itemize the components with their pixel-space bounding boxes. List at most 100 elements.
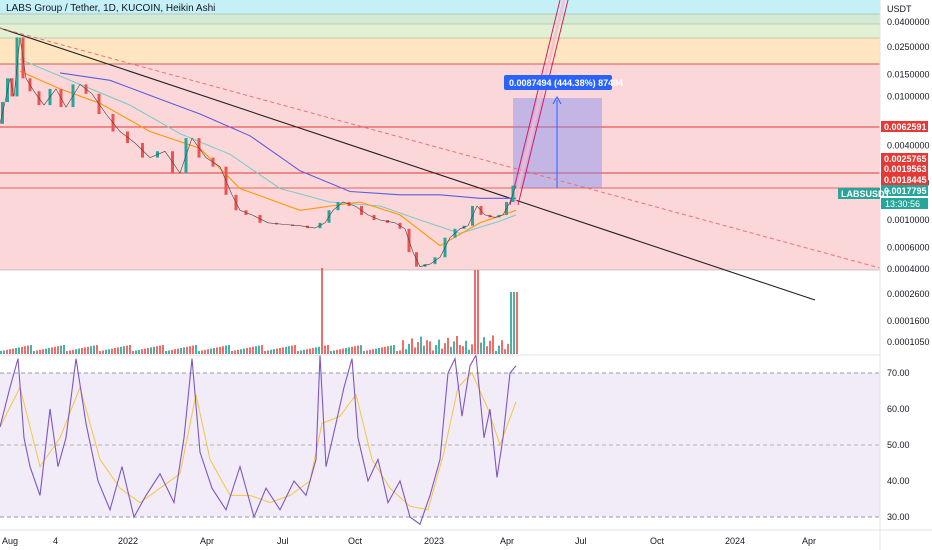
volume-tick-2: 0.0001050 bbox=[887, 337, 930, 347]
price-tag-bg-2 bbox=[881, 163, 928, 174]
volume-bar-34 bbox=[102, 350, 104, 354]
volume-bar-113 bbox=[339, 349, 341, 354]
volume-bar-28 bbox=[84, 347, 86, 354]
volume-bar-1 bbox=[3, 350, 5, 354]
x-tick-3: Apr bbox=[200, 536, 214, 546]
x-tick-2: 2022 bbox=[118, 536, 138, 546]
volume-bar-6 bbox=[18, 347, 20, 354]
volume-bar-99 bbox=[297, 351, 299, 354]
measure-label-box bbox=[504, 75, 612, 90]
volume-bar-133 bbox=[399, 350, 401, 354]
volume-bar-23 bbox=[69, 350, 71, 354]
volume-bar-45 bbox=[135, 350, 137, 354]
volume-bar-111 bbox=[333, 350, 335, 354]
volume-bar-35 bbox=[105, 349, 107, 354]
volume-bar-92 bbox=[276, 348, 278, 354]
volume-bar-126 bbox=[378, 348, 380, 354]
rsi-tick-2: 50.00 bbox=[887, 440, 910, 450]
channel-line-1[interactable] bbox=[509, 0, 561, 206]
volume-pane[interactable] bbox=[0, 268, 518, 354]
volume-bar-159 bbox=[477, 270, 479, 354]
volume-bar-124 bbox=[372, 349, 374, 354]
volume-bar-30 bbox=[90, 346, 92, 354]
volume-bar-122 bbox=[366, 350, 368, 354]
volume-bar-96 bbox=[288, 346, 290, 354]
volume-bar-41 bbox=[123, 346, 125, 354]
volume-bar-150 bbox=[450, 346, 452, 354]
volume-bar-29 bbox=[87, 346, 89, 354]
x-tick-11: Apr bbox=[802, 536, 816, 546]
volume-bar-132 bbox=[396, 351, 398, 354]
volume-bar-38 bbox=[114, 348, 116, 354]
volume-bar-162 bbox=[486, 346, 488, 354]
volume-bar-27 bbox=[81, 348, 83, 354]
trendline-solid[interactable] bbox=[0, 27, 816, 301]
volume-bar-119 bbox=[357, 345, 359, 354]
volume-bar-90 bbox=[270, 349, 272, 354]
x-tick-10: 2024 bbox=[725, 536, 745, 546]
volume-bar-160 bbox=[480, 342, 482, 354]
price-tick-2: 0.0150000 bbox=[887, 70, 930, 80]
ma-orange-line bbox=[19, 70, 517, 247]
x-tick-6: 2023 bbox=[424, 536, 444, 546]
volume-bar-83 bbox=[249, 347, 251, 354]
volume-bar-81 bbox=[243, 348, 245, 354]
volume-bar-112 bbox=[336, 349, 338, 354]
volume-bar-21 bbox=[63, 345, 65, 354]
volume-bar-75 bbox=[225, 345, 227, 354]
ma-teal-line bbox=[19, 58, 517, 234]
price-tick-4: 0.0040000 bbox=[887, 141, 930, 151]
channel-line-2[interactable] bbox=[517, 0, 569, 206]
rsi-band bbox=[0, 373, 880, 517]
volume-bar-114 bbox=[342, 348, 344, 354]
volume-bar-73 bbox=[219, 346, 221, 354]
volume-bar-69 bbox=[207, 349, 209, 354]
time-axis[interactable]: Aug 4 2022 Apr Jul Oct 2023 Apr Jul Oct 2024 Apr bbox=[2, 536, 816, 546]
volume-bar-131 bbox=[393, 345, 395, 354]
volume-bar-153 bbox=[459, 345, 461, 354]
symbol-tag-label: LABSUSDT bbox=[841, 189, 891, 199]
price-tick-6: 0.0010000 bbox=[887, 215, 930, 225]
volume-bar-56 bbox=[168, 350, 170, 354]
trendline-dashed[interactable] bbox=[0, 27, 881, 269]
volume-bar-142 bbox=[426, 340, 428, 354]
volume-bar-25 bbox=[75, 349, 77, 354]
volume-bar-154 bbox=[462, 346, 464, 354]
volume-bar-10 bbox=[30, 345, 32, 354]
volume-bar-18 bbox=[54, 346, 56, 354]
volume-bar-108 bbox=[324, 345, 326, 354]
price-tag-3: 0.0018445 bbox=[884, 175, 927, 185]
symbol-tag[interactable] bbox=[838, 188, 880, 199]
volume-bar-134 bbox=[402, 340, 404, 354]
volume-bar-146 bbox=[438, 339, 440, 354]
volume-bar-84 bbox=[252, 346, 254, 354]
volume-bar-57 bbox=[171, 349, 173, 354]
ma-blue-line bbox=[59, 72, 516, 199]
volume-bar-106 bbox=[318, 346, 320, 354]
volume-bar-135 bbox=[405, 349, 407, 354]
volume-bar-143 bbox=[429, 341, 431, 354]
volume-bar-76 bbox=[228, 345, 230, 354]
volume-bar-110 bbox=[330, 351, 332, 354]
volume-bar-169 bbox=[507, 343, 509, 354]
volume-bar-128 bbox=[384, 346, 386, 354]
price-axis[interactable]: USDT 0.0400000 0.0250000 0.0150000 0.010000… bbox=[838, 4, 930, 522]
volume-bar-118 bbox=[354, 346, 356, 354]
volume-bar-49 bbox=[147, 348, 149, 354]
price-tag-bg-4 bbox=[881, 185, 928, 196]
volume-bar-89 bbox=[267, 350, 269, 354]
x-tick-9: Oct bbox=[650, 536, 665, 546]
rsi-tick-4: 30.00 bbox=[887, 512, 910, 522]
volume-tick-1: 0.0001600 bbox=[887, 316, 930, 326]
volume-bar-152 bbox=[456, 336, 458, 354]
volume-bar-68 bbox=[204, 349, 206, 354]
volume-bar-43 bbox=[129, 345, 131, 354]
price-tag-bg-0 bbox=[881, 121, 928, 132]
rsi-pane[interactable] bbox=[0, 353, 880, 526]
volume-bar-71 bbox=[213, 348, 215, 354]
volume-bar-8 bbox=[24, 346, 26, 354]
volume-bar-54 bbox=[162, 345, 164, 354]
volume-bar-172 bbox=[516, 292, 518, 354]
price-pane[interactable] bbox=[0, 0, 881, 301]
